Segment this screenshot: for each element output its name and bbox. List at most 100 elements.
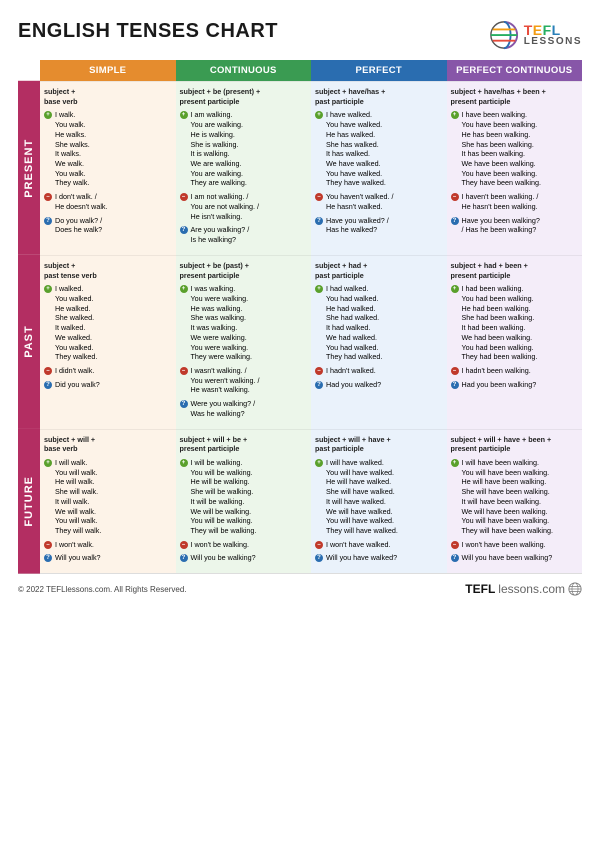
- example-line: You were walking.: [180, 294, 308, 304]
- example-text: Will you walk?: [55, 553, 101, 563]
- example-line: ?Have you walked? /: [315, 216, 443, 226]
- example-line: It was walking.: [180, 323, 308, 333]
- example-text: Do you walk? /: [55, 216, 102, 226]
- example-line: You have walked.: [315, 120, 443, 130]
- footer-brand: TEFLlessons.com: [465, 582, 582, 596]
- example-q: ?Had you walked?: [315, 380, 443, 390]
- example-text: She will walk.: [55, 487, 98, 497]
- example-line: It had been walking.: [451, 323, 579, 333]
- question-icon: ?: [315, 381, 323, 389]
- example-text: I walked.: [55, 284, 83, 294]
- example-line: You were walking.: [180, 343, 308, 353]
- cell-0-2: subject + have/has +past participle+I ha…: [311, 81, 447, 255]
- example-line: –I don't walk. /: [44, 192, 172, 202]
- example-line: He has been walking.: [451, 130, 579, 140]
- question-icon: ?: [315, 554, 323, 562]
- plus-icon: +: [315, 285, 323, 293]
- example-line: / Has he been walking?: [451, 225, 579, 235]
- example-line: They will have walked.: [315, 526, 443, 536]
- example-line: ?Will you have walked?: [315, 553, 443, 563]
- example-line: They were walking.: [180, 352, 308, 362]
- example-line: You walked.: [44, 343, 172, 353]
- example-text: He had been walking.: [462, 304, 531, 314]
- example-line: You have been walking.: [451, 169, 579, 179]
- minus-icon: –: [44, 193, 52, 201]
- example-text: He will be walking.: [191, 477, 250, 487]
- example-text: She will have been walking.: [462, 487, 550, 497]
- example-text: I have been walking.: [462, 110, 528, 120]
- example-text: He walked.: [55, 304, 91, 314]
- example-line: +I will walk.: [44, 458, 172, 468]
- example-text: They will walk.: [55, 526, 101, 536]
- question-icon: ?: [451, 217, 459, 225]
- example-text: You walked.: [55, 343, 94, 353]
- cell-formula: subject + will +base verb: [44, 435, 172, 454]
- minus-icon: –: [315, 541, 323, 549]
- example-text: We have walked.: [326, 159, 381, 169]
- example-minus: –I haven't been walking. /He hasn't been…: [451, 192, 579, 211]
- example-line: You have walked.: [315, 169, 443, 179]
- example-line: ?Have you been walking?: [451, 216, 579, 226]
- example-text: We had walked.: [326, 333, 377, 343]
- example-line: We have been walking.: [451, 159, 579, 169]
- example-line: She had walked.: [315, 313, 443, 323]
- example-minus: –I won't be walking.: [180, 540, 308, 550]
- example-text: It will have walked.: [326, 497, 386, 507]
- example-text: Will you be walking?: [191, 553, 256, 563]
- cell-0-0: subject +base verb+I walk.You walk.He wa…: [40, 81, 176, 255]
- example-text: We walk.: [55, 159, 84, 169]
- example-text: We had been walking.: [462, 333, 533, 343]
- example-minus: –I won't have been walking.: [451, 540, 579, 550]
- example-text: You have walked.: [326, 169, 382, 179]
- example-minus: –I won't have walked.: [315, 540, 443, 550]
- example-line: You will walk.: [44, 468, 172, 478]
- example-line: He was walking.: [180, 304, 308, 314]
- example-text: I won't walk.: [55, 540, 94, 550]
- example-text: You walk.: [55, 169, 86, 179]
- question-icon: ?: [180, 226, 188, 234]
- example-line: ?Are you walking? /: [180, 225, 308, 235]
- row-label-present: PRESENT: [18, 81, 40, 255]
- question-icon: ?: [451, 554, 459, 562]
- example-text: You walked.: [55, 294, 94, 304]
- example-q: ?Will you have walked?: [315, 553, 443, 563]
- example-line: She will have been walking.: [451, 487, 579, 497]
- example-line: –I haven't been walking. /: [451, 192, 579, 202]
- tenses-chart: SIMPLECONTINUOUSPERFECTPERFECT CONTINUOU…: [18, 60, 582, 574]
- example-line: He walked.: [44, 304, 172, 314]
- example-line: He doesn't walk.: [44, 202, 172, 212]
- example-text: Have you been walking?: [462, 216, 540, 226]
- example-text: He hasn't been walking.: [462, 202, 538, 212]
- example-line: Is he walking?: [180, 235, 308, 245]
- example-line: You walk.: [44, 120, 172, 130]
- example-text: You were walking.: [191, 294, 249, 304]
- plus-icon: +: [451, 111, 459, 119]
- example-text: Had you walked?: [326, 380, 381, 390]
- example-text: I will have walked.: [326, 458, 384, 468]
- example-line: It will have walked.: [315, 497, 443, 507]
- plus-icon: +: [44, 459, 52, 467]
- example-line: It will have been walking.: [451, 497, 579, 507]
- example-line: It has walked.: [315, 149, 443, 159]
- example-text: Are you walking? /: [191, 225, 250, 235]
- example-line: We will have walked.: [315, 507, 443, 517]
- example-text: You are walking.: [191, 120, 243, 130]
- example-text: Have you walked? /: [326, 216, 389, 226]
- footer-brand-light: lessons.com: [498, 582, 565, 596]
- example-line: –I won't be walking.: [180, 540, 308, 550]
- row-label-past: PAST: [18, 255, 40, 429]
- minus-icon: –: [451, 193, 459, 201]
- example-text: I will walk.: [55, 458, 87, 468]
- example-text: It will be walking.: [191, 497, 245, 507]
- question-icon: ?: [44, 217, 52, 225]
- example-text: Will you have walked?: [326, 553, 397, 563]
- example-text: She will have walked.: [326, 487, 395, 497]
- example-text: You will be walking.: [191, 516, 253, 526]
- example-text: I walk.: [55, 110, 75, 120]
- example-text: They are walking.: [191, 178, 247, 188]
- cell-formula: subject + will + be +present participle: [180, 435, 308, 454]
- example-text: I was walking.: [191, 284, 236, 294]
- example-line: –I am not walking. /: [180, 192, 308, 202]
- example-plus: +I will be walking.You will be walking.H…: [180, 458, 308, 536]
- example-text: You have walked.: [326, 120, 382, 130]
